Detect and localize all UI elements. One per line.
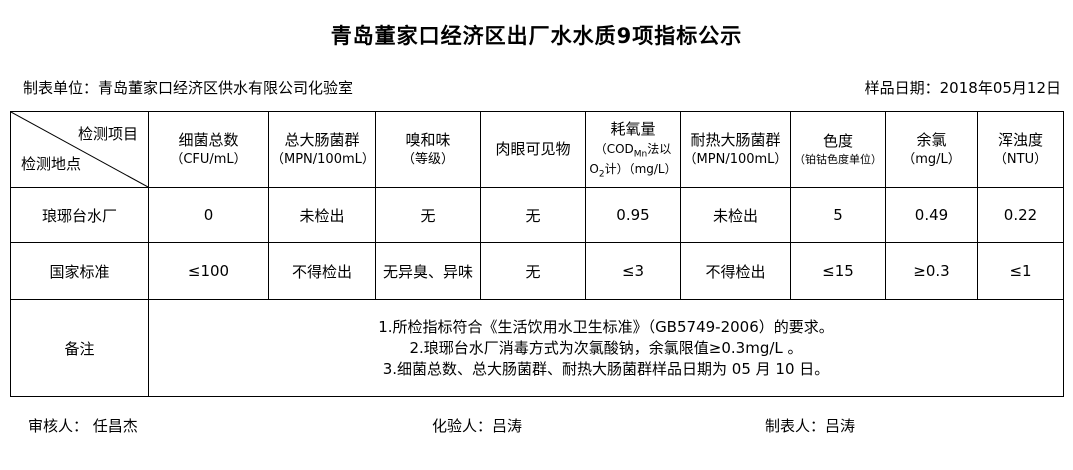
cell-value: 不得检出 (680, 242, 791, 300)
header-row: 检测项目 检测地点 细菌总数 （CFU/mL） 总大肠菌群 （MPN/100mL… (10, 111, 1064, 188)
remark-line-2: 2.琅琊台水厂消毒方式为次氯酸钠，余氯限值≥0.3mg/L 。 (409, 338, 803, 357)
corner-label-project: 检测项目 (77, 125, 138, 143)
col-header-total-coliform: 总大肠菌群 （MPN/100mL） (268, 111, 376, 188)
cell-value: 未检出 (268, 187, 376, 243)
tester-label: 化验人：吕涛 (432, 417, 523, 435)
oxygen-unit: （CODMn法以O2计）（mg/L） (589, 142, 677, 180)
remark-row: 备注 1.所检指标符合《生活饮用水卫生标准》（GB5749-2006）的要求。 … (10, 299, 1064, 397)
corner-header-cell: 检测项目 检测地点 (10, 111, 149, 188)
cell-value: 5 (790, 187, 886, 243)
cell-value: ≥0.3 (885, 242, 978, 300)
page-title: 青岛董家口经济区出厂水水质9项指标公示 (330, 24, 743, 48)
corner-label-location: 检测地点 (21, 155, 82, 173)
col-header-residual-chlorine: 余氯 （mg/L） (885, 111, 978, 188)
cell-value: ≤3 (585, 242, 681, 300)
corner-labels: 检测项目 检测地点 (13, 114, 146, 185)
meta-row: 制表单位：青岛董家口经济区供水有限公司化验室 样品日期：2018年05月12日 (0, 77, 1073, 97)
row-label-national-standard: 国家标准 (10, 242, 149, 300)
sample-date-label: 样品日期：2018年05月12日 (864, 79, 1061, 97)
org-label: 制表单位：青岛董家口经济区供水有限公司化验室 (23, 79, 354, 97)
remark-line-3: 3.细菌总数、总大肠菌群、耐热大肠菌群样品日期为 05 月 10 日。 (382, 359, 830, 378)
cell-value: 未检出 (680, 187, 791, 243)
col-header-turbidity: 浑浊度 （NTU） (977, 111, 1064, 188)
cell-value: 0.22 (977, 187, 1064, 243)
row-label-langyatai: 琅琊台水厂 (10, 187, 149, 243)
diagonal-line (11, 112, 148, 187)
col-header-color: 色度 （铂钴色度单位） (790, 111, 886, 188)
cell-value: ≤15 (790, 242, 886, 300)
cell-value: 0.95 (585, 187, 681, 243)
remark-label: 备注 (10, 299, 149, 397)
cell-value: 无 (480, 242, 586, 300)
cell-value: ≤1 (977, 242, 1064, 300)
preparer-label: 制表人：吕涛 (765, 417, 856, 435)
cell-value: 0 (148, 187, 269, 243)
cell-value: 不得检出 (268, 242, 376, 300)
remark-content: 1.所检指标符合《生活饮用水卫生标准》（GB5749-2006）的要求。 2.琅… (148, 299, 1064, 397)
table-row-langyatai: 琅琊台水厂 0 未检出 无 无 0.95 未检出 5 0.49 0.22 (10, 187, 1064, 243)
water-quality-table: 检测项目 检测地点 细菌总数 （CFU/mL） 总大肠菌群 （MPN/100mL… (10, 111, 1064, 397)
col-header-bacteria-total: 细菌总数 （CFU/mL） (148, 111, 269, 188)
cell-value: 0.49 (885, 187, 978, 243)
footer-row: 审核人： 任昌杰 化验人：吕涛 制表人：吕涛 (0, 415, 1073, 439)
reviewer-label: 审核人： 任昌杰 (28, 417, 138, 435)
col-header-oxygen-consumption: 耗氧量 （CODMn法以O2计）（mg/L） (585, 111, 681, 188)
col-header-odor-taste: 嗅和味 （等级） (375, 111, 481, 188)
col-header-visible-matter: 肉眼可见物 (480, 111, 586, 188)
remark-line-1: 1.所检指标符合《生活饮用水卫生标准》（GB5749-2006）的要求。 (378, 317, 834, 336)
cell-value: ≤100 (148, 242, 269, 300)
cell-value: 无 (375, 187, 481, 243)
cell-value: 无异臭、异味 (375, 242, 481, 300)
col-header-thermotolerant-coliform: 耐热大肠菌群 （MPN/100mL） (680, 111, 791, 188)
table-row-national-standard: 国家标准 ≤100 不得检出 无异臭、异味 无 ≤3 不得检出 ≤15 ≥0.3… (10, 242, 1064, 300)
cell-value: 无 (480, 187, 586, 243)
